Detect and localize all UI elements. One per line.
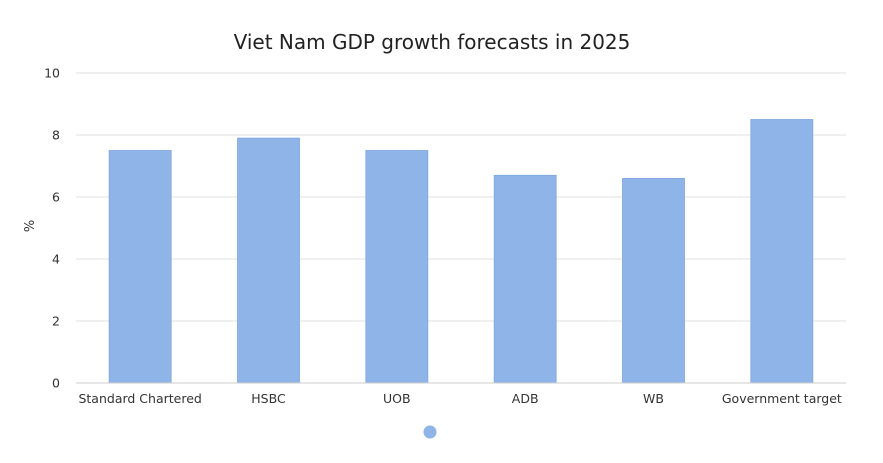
grid-lines: [76, 72, 846, 322]
x-tick-label: HSBC: [251, 391, 286, 406]
chart-title: Viet Nam GDP growth forecasts in 2025: [234, 30, 631, 54]
x-tick-label: WB: [643, 391, 664, 406]
bar[interactable]: [108, 150, 172, 384]
y-tick-label: 4: [52, 252, 60, 267]
x-tick-label: ADB: [512, 391, 539, 406]
x-tick-label: UOB: [383, 391, 411, 406]
y-tick-label: 0: [52, 376, 60, 391]
bar[interactable]: [750, 119, 814, 384]
y-tick-label: 2: [52, 314, 60, 329]
bar[interactable]: [622, 177, 685, 384]
y-tick-label: 8: [52, 128, 60, 143]
y-axis-ticks: 0 2 4 6 8 10: [44, 66, 60, 391]
bars: [108, 119, 814, 384]
x-tick-label: Government target: [722, 391, 842, 406]
legend-marker[interactable]: [423, 425, 437, 439]
y-tick-label: 6: [52, 190, 60, 205]
y-axis-label: %: [23, 220, 38, 232]
y-tick-label: 10: [44, 66, 60, 81]
bar[interactable]: [365, 150, 429, 384]
bar[interactable]: [493, 174, 557, 384]
x-axis-ticks: Standard Chartered HSBC UOB ADB WB Government…: [78, 391, 841, 406]
bar[interactable]: [237, 137, 300, 384]
x-tick-label: Standard Chartered: [78, 391, 201, 406]
